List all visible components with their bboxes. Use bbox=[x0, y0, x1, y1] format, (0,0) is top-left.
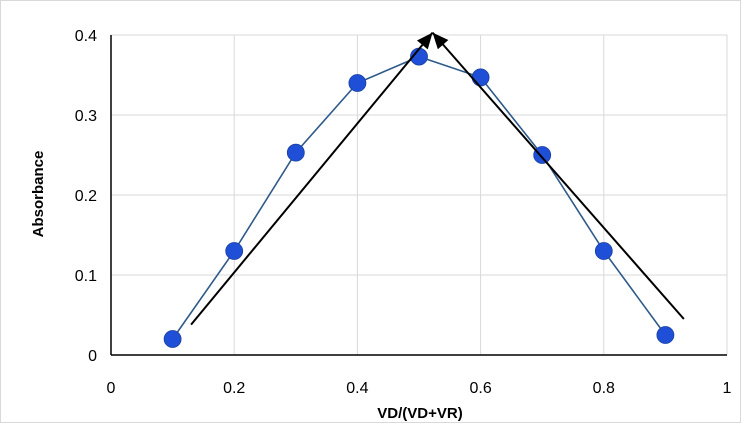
y-axis-title: Absorbance bbox=[30, 151, 47, 238]
data-series bbox=[163, 47, 675, 348]
axes bbox=[110, 35, 727, 356]
y-tick-label: 0.4 bbox=[75, 28, 97, 45]
x-axis-title: VD/(VD+VR) bbox=[377, 405, 462, 422]
x-tick-label: 0 bbox=[107, 380, 116, 397]
x-tick-label: 1 bbox=[723, 380, 732, 397]
x-tick-label: 0.8 bbox=[593, 380, 615, 397]
arrowhead bbox=[432, 32, 449, 50]
y-tick-label: 0.1 bbox=[75, 268, 97, 285]
data-point bbox=[471, 68, 490, 87]
data-point bbox=[348, 74, 367, 92]
x-tick-label: 0.6 bbox=[469, 380, 491, 397]
data-point bbox=[594, 242, 613, 260]
data-point bbox=[225, 242, 244, 260]
y-tick-label: 0.2 bbox=[75, 188, 97, 205]
y-tick-label: 0 bbox=[88, 348, 97, 365]
data-point bbox=[656, 326, 675, 344]
data-point bbox=[533, 146, 552, 164]
x-tick-label: 0.4 bbox=[346, 380, 368, 397]
x-tick-label: 0.2 bbox=[223, 380, 245, 397]
arrow-line bbox=[431, 31, 685, 320]
arrowhead bbox=[416, 32, 433, 50]
series-line bbox=[171, 55, 667, 340]
data-point bbox=[163, 330, 182, 348]
arrow-line bbox=[190, 31, 434, 326]
y-tick-label: 0.3 bbox=[75, 108, 97, 125]
annotations bbox=[190, 31, 685, 326]
gridlines bbox=[111, 34, 728, 355]
data-point bbox=[286, 143, 305, 162]
tick-labels: 0 0.2 0.4 0.6 0.8 1 0 0.1 0.2 0.3 0.4 bbox=[75, 28, 732, 397]
